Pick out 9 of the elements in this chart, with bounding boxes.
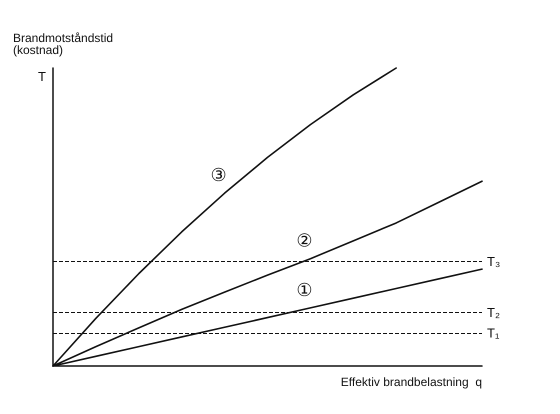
series-label: ①: [296, 280, 312, 300]
ref-line-label: T₁: [487, 326, 500, 341]
text: T: [38, 69, 46, 84]
ref-line-label: T₃: [487, 254, 500, 270]
x-axis-title: Effektiv brandbelastning q: [340, 375, 482, 389]
ref-line-label: T₂: [487, 304, 500, 320]
series-label: ②: [296, 230, 312, 251]
series-label: ③: [210, 165, 227, 186]
y-axis-title: Brandmotståndstid (kostnad): [13, 31, 114, 57]
